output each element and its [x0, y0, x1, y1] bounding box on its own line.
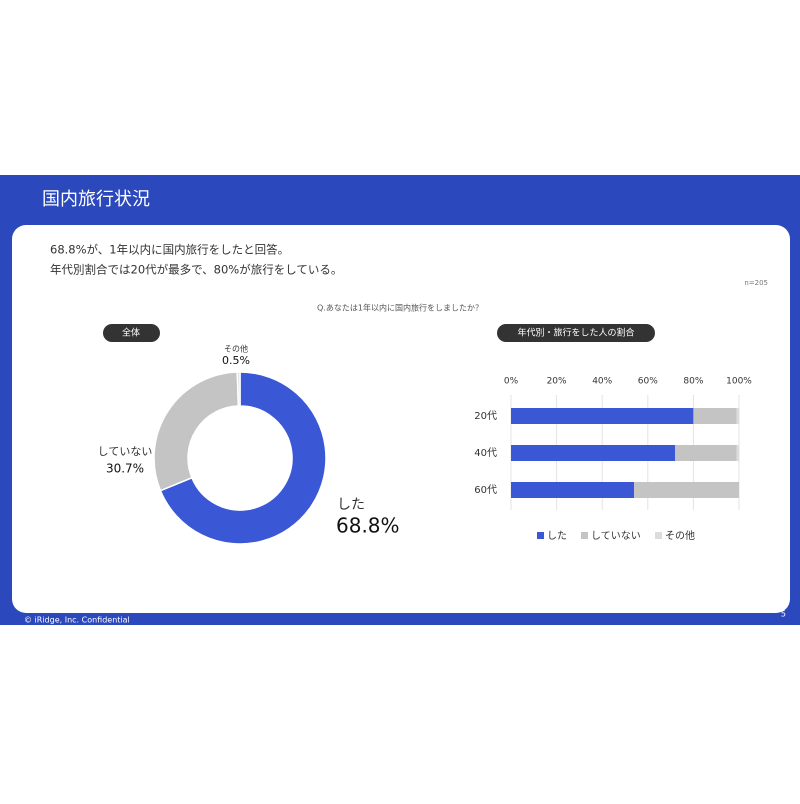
question: Q.あなたは1年以内に国内旅行をしましたか？	[317, 303, 483, 313]
legend-swatch	[537, 532, 544, 539]
badge	[497, 324, 655, 342]
badge	[103, 324, 160, 342]
summary-line: 68.8%が、1年以内に国内旅行をしたと回答。	[50, 243, 289, 257]
donut-value-label: 30.7%	[106, 462, 144, 476]
chart-title: 年代別・旅行をした人の割合	[517, 327, 634, 339]
legend-swatch	[581, 532, 588, 539]
chart-title: 全体	[122, 327, 140, 339]
x-tick-label: 20%	[547, 377, 567, 387]
bar-segment	[511, 445, 676, 461]
legend-label: した	[547, 530, 567, 542]
bar-segment	[511, 482, 635, 498]
bar-segment	[511, 408, 694, 424]
bar-segment	[736, 445, 739, 461]
y-tick-label: 40代	[474, 447, 497, 459]
donut-value-label: 68.8%	[336, 514, 400, 538]
legend-swatch	[655, 532, 662, 539]
donut-segment	[159, 371, 327, 545]
donut-segment	[236, 371, 241, 407]
summary-line: 年代別割合では20代が最多で、80%が旅行をしている。	[50, 263, 342, 277]
copyright: © iRidge, Inc. Confidential	[24, 616, 130, 625]
x-tick-label: 100%	[726, 377, 752, 387]
donut-segment	[153, 371, 240, 492]
page-number: 5	[781, 610, 786, 619]
donut-category-label: していない	[98, 445, 153, 458]
legend-label: その他	[665, 529, 695, 542]
sample-size: n=205	[744, 279, 768, 287]
y-tick-label: 60代	[474, 484, 497, 496]
bar-segment	[736, 408, 739, 424]
slide-title: 国内旅行状況	[42, 189, 150, 210]
legend-label: していない	[591, 530, 641, 542]
donut-category-label: その他	[224, 344, 248, 354]
donut-category-label: した	[337, 497, 365, 513]
y-tick-label: 20代	[474, 410, 497, 422]
bar-segment	[634, 482, 739, 498]
bar-segment	[675, 445, 737, 461]
donut-value-label: 0.5%	[222, 354, 250, 367]
x-tick-label: 80%	[683, 377, 703, 387]
x-tick-label: 0%	[504, 377, 519, 387]
x-tick-label: 40%	[592, 377, 612, 387]
bar-segment	[693, 408, 737, 424]
x-tick-label: 60%	[638, 377, 658, 387]
